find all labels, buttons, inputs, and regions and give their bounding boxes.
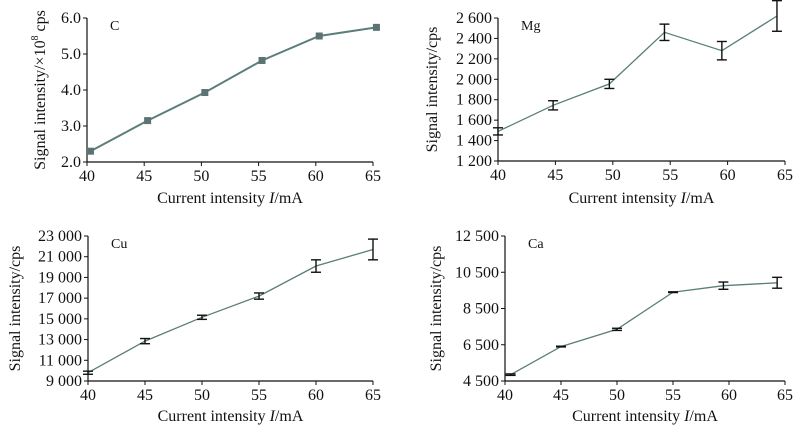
y-tick-label: 3.0: [61, 118, 81, 135]
y-tick-label: 1 600: [456, 112, 492, 129]
x-tick-label: 50: [609, 387, 625, 404]
data-point: [144, 117, 152, 125]
x-tick-label: 60: [720, 167, 736, 184]
x-tick-label: 40: [80, 387, 96, 404]
x-axis-label-text: Current intensity: [569, 190, 681, 207]
x-axis-label-text: Current intensity: [572, 408, 684, 425]
y-axis-label: Signal intensity/cps: [7, 246, 24, 372]
x-tick-label: 55: [662, 167, 678, 184]
series-line: [87, 248, 374, 374]
x-tick-label: 40: [497, 387, 513, 404]
x-axis-label-var: I: [680, 190, 687, 207]
x-tick-label: 60: [308, 387, 324, 404]
series-line: [510, 282, 778, 376]
panel-label: Ca: [528, 237, 544, 252]
chart-panel-ca: 40 45 50 55 60 65 4 500 6 500 8 500 10 500 12 500 C…: [428, 228, 793, 425]
data-point: [201, 89, 209, 97]
x-axis-label: Current intensity I/mA: [157, 190, 303, 207]
y-tick-label: 11 000: [39, 352, 82, 369]
panel-label: Cu: [111, 237, 127, 252]
y-tick-label: 9 000: [46, 373, 82, 390]
x-tick-label: 45: [137, 387, 153, 404]
y-tick-label: 4 500: [463, 373, 499, 390]
y-axis-label: Signal intensity/cps: [424, 27, 441, 153]
x-axis-label-unit: /mA: [275, 408, 304, 425]
y-tick-label: 12 500: [455, 228, 499, 245]
x-tick-label: 45: [136, 168, 152, 185]
x-axis-label: Current intensity I/mA: [158, 408, 304, 425]
panel-label: C: [110, 19, 119, 34]
x-axis-label-text: Current intensity: [157, 190, 269, 207]
x-tick-label: 50: [605, 167, 621, 184]
x-axis-label: Current intensity I/mA: [569, 190, 715, 207]
y-tick-label: 10 500: [455, 264, 499, 281]
x-tick-label: 65: [365, 168, 381, 185]
data-point: [315, 32, 323, 40]
y-axis-label: Signal intensity/cps: [428, 246, 445, 372]
x-tick-label: 65: [365, 387, 381, 404]
data-point: [86, 147, 94, 155]
x-axis-label-var: I: [268, 190, 275, 207]
y-tick-label: 23 000: [38, 228, 82, 245]
y-axis-label-exponent: 8: [30, 35, 41, 40]
x-tick-label: 45: [547, 167, 563, 184]
x-tick-label: 55: [665, 387, 681, 404]
y-axis-label-text: Signal intensity/cps: [428, 246, 445, 372]
y-axis-label-unit: cps: [32, 10, 49, 35]
y-axis-label-text: Signal intensity/cps: [424, 27, 441, 153]
x-axis-label: Current intensity I/mA: [572, 408, 718, 425]
x-axis-label-var: I: [683, 408, 690, 425]
y-tick-label: 21 000: [38, 249, 82, 266]
y-tick-label: 6 500: [463, 337, 499, 354]
x-axis-label-unit: /mA: [689, 408, 718, 425]
chart-panel-mg: 40 45 50 55 60 65 1 200 1 400 1 600 1 800 2 000 2 2…: [424, 0, 793, 207]
x-tick-label: 40: [490, 167, 506, 184]
x-tick-label: 55: [251, 168, 267, 185]
y-axis-label: Signal intensity/×108 cps: [30, 10, 49, 170]
panel-label: Mg: [521, 19, 540, 34]
chart-panel-c: 40 45 50 55 60 65 2.0 3.0 4.0 5.0 6.0 C Current inte…: [30, 10, 381, 207]
chart-panel-cu: 40 45 50 55 60 65 9 000 11 000 13 000 15 000 17 00…: [7, 228, 381, 425]
y-tick-label: 19 000: [38, 269, 82, 286]
data-point: [258, 56, 266, 64]
x-tick-label: 60: [308, 168, 324, 185]
x-tick-label: 55: [251, 387, 267, 404]
x-tick-label: 60: [721, 387, 737, 404]
y-tick-label: 8 500: [463, 301, 499, 318]
y-tick-label: 1 200: [456, 153, 492, 170]
x-axis-label-var: I: [269, 408, 276, 425]
y-tick-label: 4.0: [61, 82, 81, 99]
x-tick-label: 65: [777, 387, 793, 404]
y-tick-label: 5.0: [61, 46, 81, 63]
y-axis-label-text: Signal intensity/cps: [7, 246, 24, 372]
y-tick-label: 2 600: [456, 10, 492, 27]
y-tick-label: 13 000: [38, 332, 82, 349]
y-tick-label: 2 200: [456, 51, 492, 68]
y-tick-label: 2 400: [456, 30, 492, 47]
y-tick-label: 2.0: [61, 154, 81, 171]
data-point: [372, 23, 380, 31]
y-axis-label-text: Signal intensity/×10: [32, 40, 49, 169]
x-axis-label-unit: /mA: [274, 190, 303, 207]
x-tick-label: 50: [193, 168, 209, 185]
y-tick-label: 15 000: [38, 311, 82, 328]
x-tick-label: 50: [194, 387, 210, 404]
y-tick-label: 6.0: [61, 10, 81, 27]
series-line: [89, 26, 377, 153]
x-axis-label-text: Current intensity: [158, 408, 270, 425]
y-tick-label: 1 800: [456, 92, 492, 109]
y-tick-label: 2 000: [456, 71, 492, 88]
y-tick-label: 17 000: [38, 290, 82, 307]
x-tick-label: 40: [79, 168, 95, 185]
x-axis-label-unit: /mA: [686, 190, 715, 207]
y-tick-label: 1 400: [456, 133, 492, 150]
series-line: [497, 15, 778, 132]
x-tick-label: 45: [553, 387, 569, 404]
x-tick-label: 65: [777, 167, 793, 184]
